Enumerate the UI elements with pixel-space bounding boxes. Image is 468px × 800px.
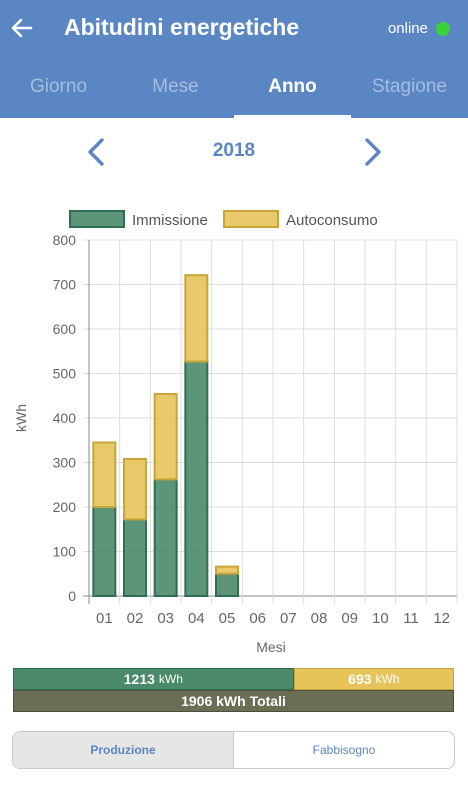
bar-immissione-02 bbox=[123, 518, 147, 597]
x-tick-label: 04 bbox=[188, 610, 205, 627]
immissione-total-unit: kWh bbox=[158, 672, 183, 686]
x-tick-label: 07 bbox=[280, 610, 297, 627]
connection-status: online bbox=[388, 20, 450, 37]
status-dot-icon bbox=[436, 21, 450, 36]
chevron-left-icon[interactable] bbox=[82, 136, 110, 168]
x-tick-label: 02 bbox=[127, 610, 144, 627]
autoconsumo-total: 693 kWh bbox=[293, 668, 454, 690]
x-axis-label: Mesi bbox=[256, 639, 286, 655]
x-tick-label: 11 bbox=[403, 610, 419, 627]
tab-stagione[interactable]: Stagione bbox=[371, 76, 447, 97]
toggle-produzione[interactable]: Produzione bbox=[13, 732, 234, 768]
bar-immissione-01 bbox=[92, 506, 117, 597]
page-title: Abitudini energetiche bbox=[64, 14, 300, 40]
toggle-fabbisogno[interactable]: Fabbisogno bbox=[312, 743, 376, 757]
bar-autoconsumo-04 bbox=[184, 274, 209, 363]
y-tick-label: 0 bbox=[68, 588, 76, 604]
bar-autoconsumo-02 bbox=[123, 457, 147, 521]
tab-mese[interactable]: Mese bbox=[152, 76, 199, 97]
immissione-total-value: 1213 bbox=[123, 671, 155, 687]
x-tick-label: 03 bbox=[157, 610, 174, 627]
status-label: online bbox=[387, 20, 428, 37]
x-tick-label: 05 bbox=[219, 610, 236, 627]
x-tick-label: 10 bbox=[372, 610, 389, 627]
legend-swatch-immissione bbox=[69, 210, 125, 228]
year-label: 2018 bbox=[212, 140, 256, 161]
y-tick-label: 200 bbox=[53, 499, 77, 515]
tab-giorno[interactable]: Giorno bbox=[29, 76, 88, 97]
energy-bar-chart: Immissione Autoconsumo 0 100 200 300 400 500 600… bbox=[13, 210, 458, 655]
y-tick-label: 600 bbox=[53, 321, 77, 337]
legend-swatch-autoconsumo bbox=[223, 210, 279, 228]
y-tick-label: 400 bbox=[53, 410, 77, 426]
chevron-right-icon[interactable] bbox=[359, 136, 387, 168]
x-tick-label: 08 bbox=[311, 610, 328, 627]
bar-autoconsumo-05 bbox=[215, 565, 239, 575]
autoconsumo-total-unit: kWh bbox=[375, 672, 400, 686]
bar-immissione-03 bbox=[153, 478, 178, 597]
x-tick-label: 01 bbox=[96, 610, 113, 627]
x-tick-label: 09 bbox=[341, 610, 358, 627]
legend-label-autoconsumo: Autoconsumo bbox=[286, 212, 378, 229]
y-tick-label: 100 bbox=[53, 544, 77, 560]
arrow-left-icon[interactable] bbox=[10, 16, 34, 40]
y-tick-label: 500 bbox=[53, 366, 77, 382]
y-tick-label: 800 bbox=[53, 232, 77, 248]
totals-bar: 1213 kWh 693 kWh 1906 kWh Totali bbox=[13, 668, 454, 712]
totals-split: 1213 kWh 693 kWh bbox=[13, 668, 454, 690]
grand-total: 1906 kWh Totali bbox=[13, 690, 454, 712]
x-tick-label: 06 bbox=[249, 610, 266, 627]
x-tick-label: 12 bbox=[433, 610, 450, 627]
bar-autoconsumo-01 bbox=[92, 441, 117, 509]
period-tabs: Giorno Mese Anno Stagione bbox=[0, 62, 468, 118]
legend-label-immissione: Immissione bbox=[132, 212, 208, 229]
y-tick-label: 300 bbox=[53, 455, 77, 471]
year-navigator: 2018 bbox=[0, 132, 468, 172]
y-axis-label: kWh bbox=[13, 404, 29, 432]
mode-toggle: Produzione Fabbisogno bbox=[12, 731, 455, 769]
y-tick-label: 700 bbox=[53, 277, 77, 293]
immissione-total: 1213 kWh bbox=[13, 668, 294, 690]
bar-autoconsumo-03 bbox=[153, 392, 178, 481]
tab-anno[interactable]: Anno bbox=[234, 62, 351, 118]
app-bar: Abitudini energetiche online Giorno Mese… bbox=[0, 0, 468, 118]
bar-immissione-04 bbox=[184, 360, 209, 597]
autoconsumo-total-value: 693 bbox=[348, 671, 372, 687]
bar-immissione-05 bbox=[215, 572, 239, 597]
